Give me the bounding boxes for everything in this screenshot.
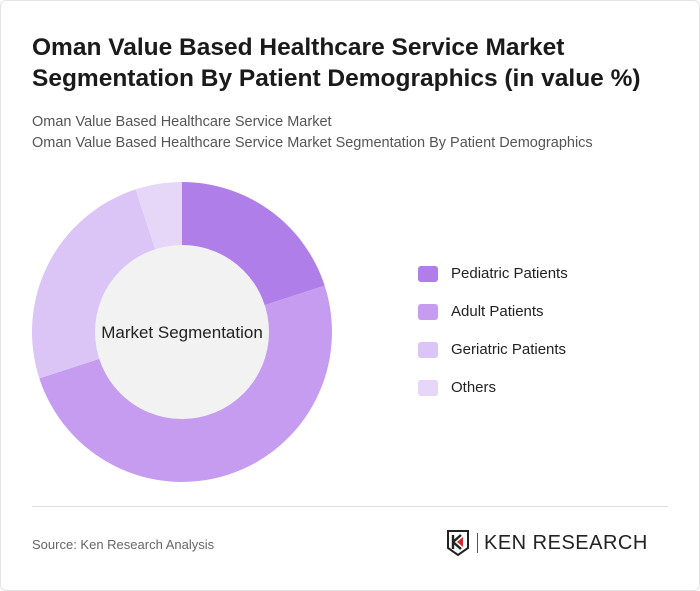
source-note: Source: Ken Research Analysis bbox=[32, 537, 215, 552]
legend-label: Adult Patients bbox=[451, 303, 544, 320]
legend-swatch bbox=[418, 303, 438, 320]
legend: Pediatric Patients Adult Patients Geriatri… bbox=[418, 264, 568, 416]
logo-text: KEN RESEARCH bbox=[477, 533, 648, 553]
legend-swatch bbox=[418, 265, 438, 282]
legend-label: Pediatric Patients bbox=[451, 265, 568, 282]
chart-subtitle: Oman Value Based Healthcare Service Mark… bbox=[32, 114, 332, 130]
center-label: Market Segmentation bbox=[101, 323, 263, 342]
legend-item: Geriatric Patients bbox=[418, 340, 568, 359]
legend-label: Geriatric Patients bbox=[451, 341, 567, 358]
legend-swatch bbox=[418, 379, 438, 396]
donut-hole bbox=[95, 245, 269, 419]
ken-research-logo: KEN RESEARCH bbox=[447, 530, 648, 556]
donut-chart: Market Segmentation bbox=[31, 182, 332, 482]
legend-label: Others bbox=[451, 379, 497, 396]
legend-item: Adult Patients bbox=[418, 302, 568, 321]
chart-title: Oman Value Based Healthcare Service Mark… bbox=[32, 34, 641, 92]
logo-mark-icon bbox=[447, 530, 469, 556]
legend-swatch bbox=[418, 341, 438, 358]
legend-item: Pediatric Patients bbox=[418, 264, 568, 283]
divider bbox=[32, 506, 668, 507]
chart-subtitle-2: Oman Value Based Healthcare Service Mark… bbox=[32, 135, 593, 151]
legend-item: Others bbox=[418, 378, 568, 397]
